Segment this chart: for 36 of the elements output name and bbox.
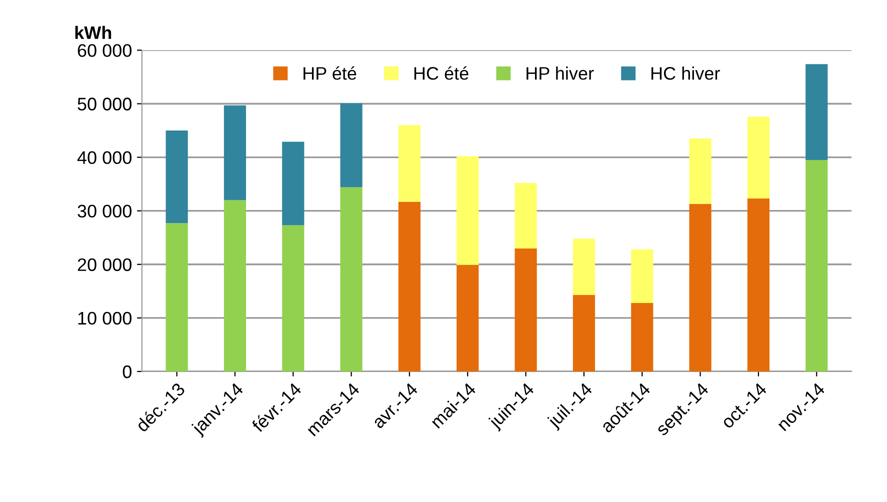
bar bbox=[689, 138, 712, 204]
legend-label: HP hiver bbox=[526, 66, 594, 80]
bar bbox=[631, 249, 654, 303]
bar bbox=[806, 160, 828, 372]
y-axis-title: kWh bbox=[75, 26, 112, 39]
bar bbox=[398, 125, 421, 202]
bar bbox=[572, 238, 596, 295]
y-tick-label: 30 000 bbox=[78, 204, 132, 218]
bar bbox=[166, 130, 188, 224]
bar bbox=[631, 302, 654, 372]
bar bbox=[224, 105, 246, 200]
y-tick-label: 20 000 bbox=[78, 258, 132, 272]
bar bbox=[456, 264, 479, 372]
bar bbox=[340, 103, 362, 188]
bar bbox=[572, 294, 596, 372]
bar bbox=[747, 116, 770, 199]
legend-label: HP été bbox=[304, 66, 356, 80]
bar bbox=[166, 223, 188, 372]
y-tick-label: 0 bbox=[122, 365, 132, 378]
y-tick-label: 50 000 bbox=[78, 98, 132, 110]
bar bbox=[340, 187, 362, 372]
legend-label: HC été bbox=[414, 66, 468, 80]
bar bbox=[689, 204, 712, 372]
y-tick-label: 60 000 bbox=[78, 44, 132, 57]
bar bbox=[514, 182, 537, 248]
bar bbox=[282, 142, 304, 226]
legend-label: HC hiver bbox=[651, 66, 720, 80]
bar bbox=[456, 156, 479, 265]
bar bbox=[282, 225, 304, 372]
bar bbox=[514, 248, 537, 372]
bar bbox=[224, 200, 246, 372]
y-tick-label: 40 000 bbox=[77, 151, 132, 164]
y-tick-label: 10 000 bbox=[78, 312, 132, 325]
bar bbox=[747, 198, 770, 372]
bar bbox=[398, 202, 421, 372]
bar bbox=[806, 64, 828, 160]
